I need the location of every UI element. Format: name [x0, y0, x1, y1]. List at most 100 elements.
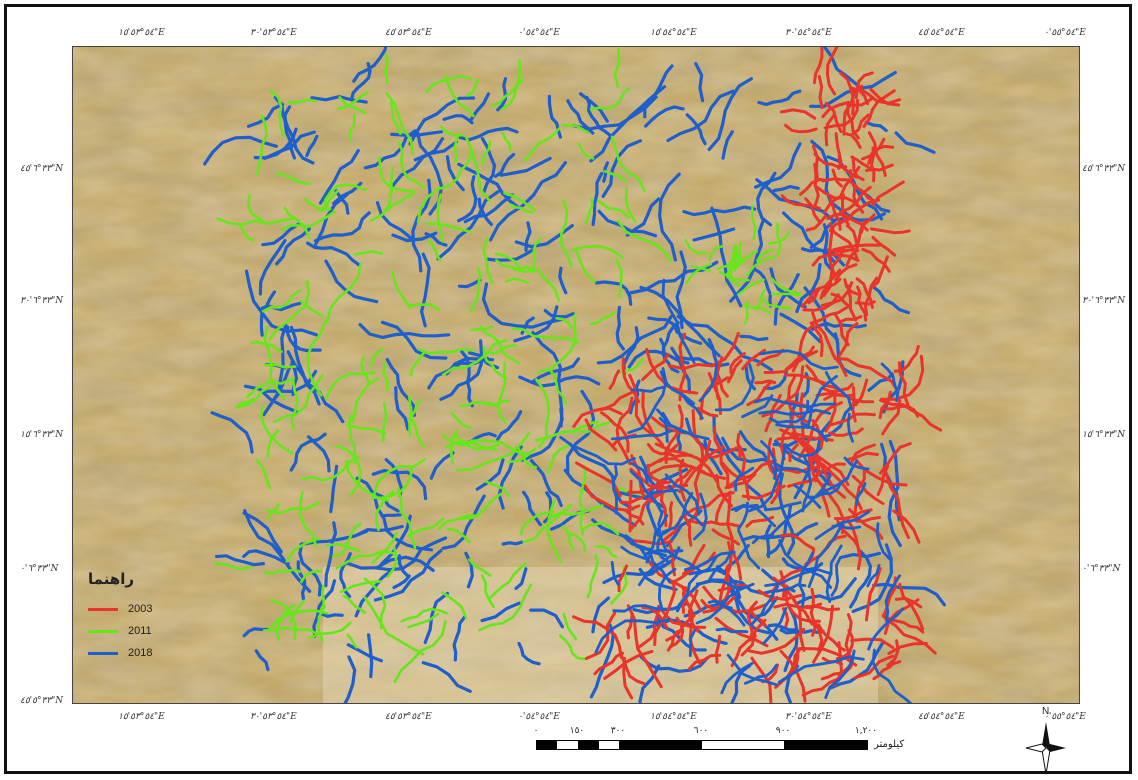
road-segment [784, 584, 821, 623]
road-segment [305, 134, 319, 158]
road-segment [386, 546, 398, 578]
road-segment [568, 442, 635, 511]
road-segment [883, 404, 920, 418]
road-segment [268, 280, 310, 341]
road-segment [480, 137, 497, 195]
road-segment [661, 278, 696, 364]
road-segment [627, 367, 668, 435]
road-segment [615, 258, 623, 299]
road-segment [750, 656, 773, 703]
road-segment [715, 627, 749, 634]
road-segment [255, 458, 272, 490]
road-segment [853, 467, 866, 519]
road-segment [595, 388, 638, 412]
legend-label-2011: 2011 [128, 625, 152, 637]
road-segment [750, 596, 779, 619]
road-segment [243, 509, 312, 593]
map-canvas[interactable] [72, 46, 1080, 704]
road-segment [643, 563, 666, 577]
road-segment [898, 582, 925, 631]
road-segment [613, 47, 621, 88]
road-segment [676, 314, 774, 372]
road-segment [807, 286, 821, 305]
road-segment [574, 248, 596, 283]
road-segment [729, 352, 746, 374]
road-segment [714, 355, 724, 400]
road-segment [772, 576, 806, 652]
road-segment [645, 347, 699, 395]
road-segment [784, 123, 818, 134]
road-segment [621, 357, 641, 404]
road-segment [795, 263, 822, 314]
road-segment [819, 277, 842, 300]
road-segment [746, 600, 758, 642]
road-segment [593, 651, 625, 676]
road-segment [273, 373, 324, 424]
top-coord-label: ٥٤°٥٥'٠"E [1044, 28, 1086, 38]
legend-swatch-2018 [88, 651, 118, 655]
road-segment [683, 515, 693, 547]
road-segment [770, 277, 801, 295]
road-segment [304, 197, 332, 211]
road-segment [425, 222, 472, 233]
right-coord-label: ٣٣°٦'٠"N [1082, 564, 1121, 574]
road-segment [530, 357, 580, 384]
road-segment [684, 238, 708, 255]
road-segment [368, 347, 384, 368]
road-segment [470, 325, 494, 332]
road-segment [308, 621, 352, 639]
road-segment [849, 443, 876, 466]
terrain-highlight [73, 47, 1079, 703]
road-segment [420, 252, 431, 328]
road-segment [589, 623, 615, 699]
road-segment [691, 409, 705, 451]
road-segment [517, 447, 538, 469]
road-segment [809, 587, 817, 637]
road-segment [845, 219, 866, 267]
road-segment [611, 465, 618, 515]
road-segment [758, 408, 832, 416]
road-segment [707, 77, 753, 151]
road-segment [289, 325, 321, 406]
road-segment [624, 534, 653, 551]
bottom-coord-label: ٥٤°٥٤'٤٥"E [918, 712, 965, 722]
road-segment [756, 248, 774, 262]
road-segment [458, 492, 502, 520]
road-segment [800, 268, 842, 308]
road-segment [416, 184, 452, 224]
road-segment [747, 443, 788, 513]
road-segment [597, 209, 658, 238]
road-segment [737, 529, 761, 570]
road-segment [620, 545, 650, 561]
road-segment [812, 619, 824, 653]
road-segment [531, 237, 542, 273]
road-segment [780, 108, 817, 120]
road-segment [841, 193, 850, 226]
scale-tick-label: ٣٠٠ [610, 726, 626, 736]
road-segment [608, 369, 621, 390]
road-segment [391, 137, 445, 188]
road-segment [875, 522, 892, 561]
road-segment [746, 379, 773, 407]
road-segment [289, 432, 327, 472]
road-segment [367, 633, 374, 679]
road-segment [826, 248, 860, 253]
road-segment [817, 75, 824, 110]
road-segment [753, 396, 836, 409]
road-segment [501, 131, 512, 152]
road-segment [485, 480, 510, 497]
road-segment [641, 352, 670, 381]
road-segment [804, 605, 841, 612]
road-segment [214, 562, 253, 571]
road-segment [260, 405, 294, 455]
road-segment [643, 488, 679, 500]
road-segment [481, 282, 565, 329]
road-segment [283, 206, 311, 239]
road-segment [325, 262, 362, 324]
road-segment [446, 528, 471, 544]
road-segment [353, 250, 384, 256]
road-segment [457, 278, 482, 289]
road-segment [352, 47, 388, 83]
road-segment [631, 385, 665, 393]
road-segment [456, 432, 531, 472]
